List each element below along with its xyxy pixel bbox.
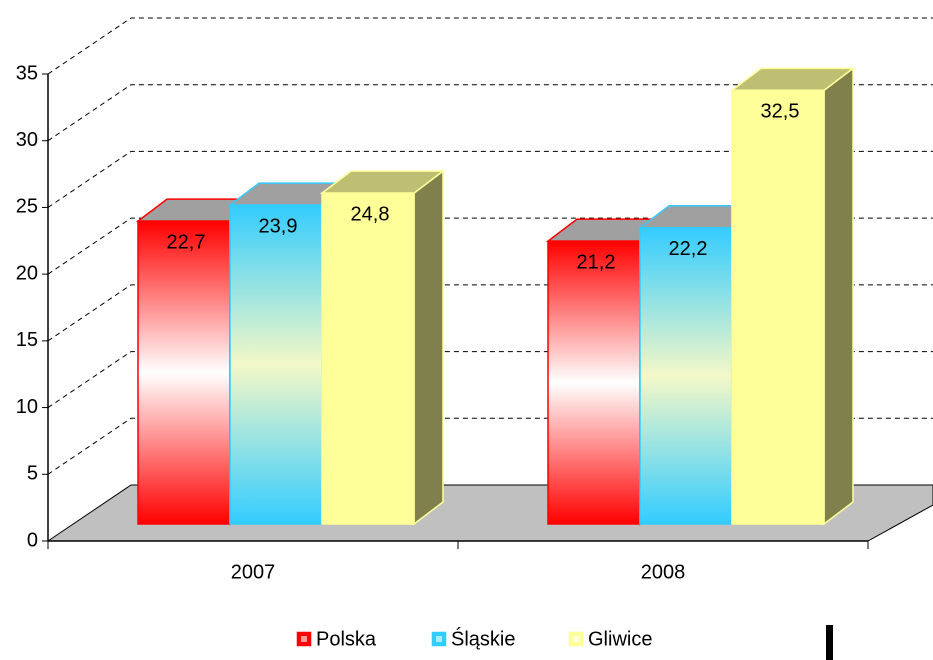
legend-swatch-inner xyxy=(301,636,307,642)
legend-label: Śląskie xyxy=(451,626,515,650)
bar xyxy=(639,227,733,525)
bar-side xyxy=(413,169,444,526)
legend-label: Gliwice xyxy=(588,628,652,650)
y-tick-label: 0 xyxy=(27,529,38,551)
x-tick-label: 2008 xyxy=(641,561,686,583)
value-label: 22,7 xyxy=(167,231,206,253)
grid-line xyxy=(47,150,933,208)
legend-swatch-inner xyxy=(436,636,442,642)
grid-line xyxy=(47,17,933,75)
y-tick-label: 35 xyxy=(16,62,38,84)
value-label: 24,8 xyxy=(351,203,390,225)
grid-line xyxy=(47,84,933,142)
bar xyxy=(731,89,825,525)
y-tick-label: 25 xyxy=(16,196,38,218)
bar xyxy=(229,204,323,525)
y-tick-label: 30 xyxy=(16,129,38,151)
value-label: 22,2 xyxy=(669,238,708,260)
bar-side xyxy=(823,66,854,526)
y-tick-label: 5 xyxy=(27,463,38,485)
value-label: 21,2 xyxy=(577,251,616,273)
legend-swatch-inner xyxy=(573,636,579,642)
bar xyxy=(137,220,231,525)
x-tick-label: 2007 xyxy=(231,561,276,583)
y-tick-label: 20 xyxy=(16,262,38,284)
y-tick-label: 10 xyxy=(16,396,38,418)
cursor xyxy=(826,625,833,660)
legend-label: Polska xyxy=(316,628,377,650)
value-label: 32,5 xyxy=(761,101,800,123)
bar xyxy=(547,240,641,525)
y-tick-label: 15 xyxy=(16,329,38,351)
bar xyxy=(321,192,415,525)
value-label: 23,9 xyxy=(259,215,298,237)
